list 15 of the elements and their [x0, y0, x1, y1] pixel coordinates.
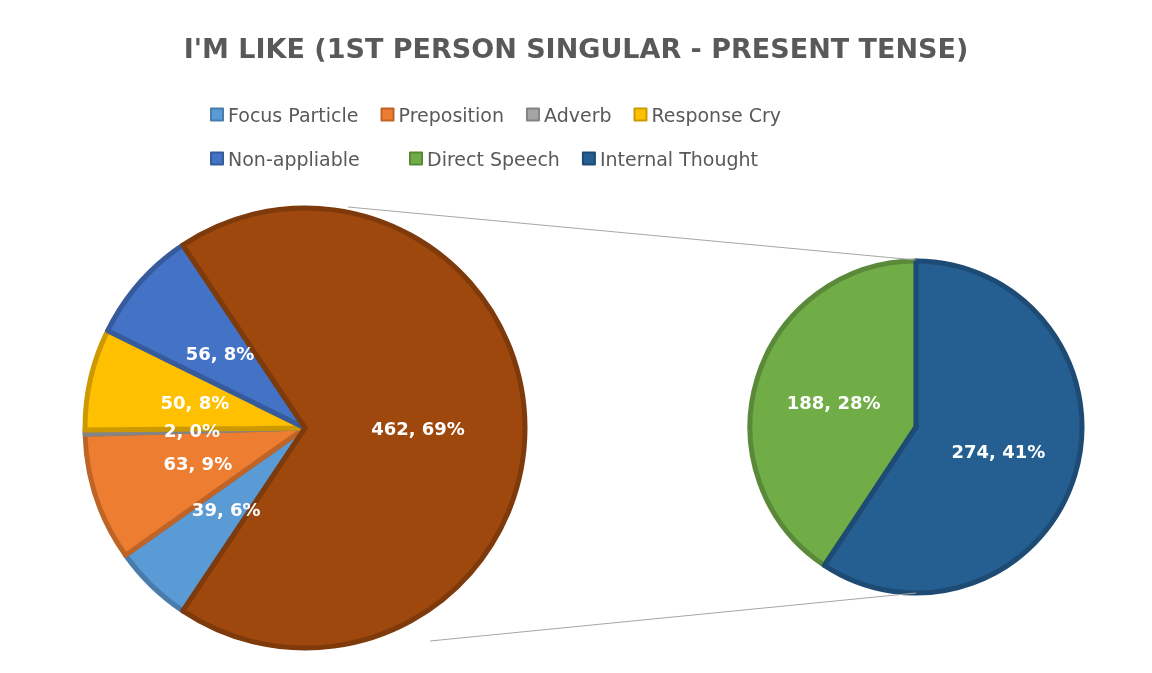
legend-label: Internal Thought	[599, 147, 759, 170]
legend-label: Preposition	[398, 103, 504, 126]
data-label: 56, 8%	[185, 342, 255, 364]
legend-label: Adverb	[543, 103, 612, 126]
data-label: 50, 8%	[160, 392, 230, 414]
chart-title: I'M LIKE (1ST PERSON SINGULAR - PRESENT TENSE)	[183, 33, 969, 64]
data-label: 2, 0%	[163, 419, 221, 441]
data-label: 188, 28%	[786, 391, 881, 413]
legend-label: Response Cry	[651, 103, 782, 126]
data-label: 63, 9%	[163, 453, 233, 475]
legend-label: Direct Speech	[427, 147, 560, 170]
legend-label: Focus Particle	[228, 103, 359, 126]
data-label: 462, 69%	[371, 417, 465, 439]
legend-label: Non-appliable	[228, 147, 360, 170]
data-label: 274, 41%	[951, 441, 1046, 463]
